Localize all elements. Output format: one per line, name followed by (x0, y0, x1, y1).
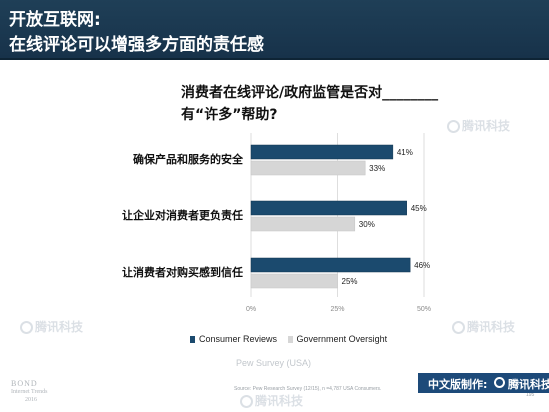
watermark-text: 腾讯科技 (255, 394, 304, 408)
question-line-1: 消费者在线评论/政府监管是否对________ (181, 85, 439, 101)
page-title: 开放互联网: (9, 10, 101, 30)
legend-label-consumer: Consumer Reviews (199, 334, 278, 344)
value-label: 41% (397, 148, 413, 157)
question-line-2: 有“许多”帮助? (181, 107, 278, 123)
bar-government-oversight (250, 216, 356, 232)
chart-bars (250, 144, 411, 289)
value-label: 33% (369, 164, 385, 173)
bond-logo-year: 2016 (25, 397, 37, 403)
legend-swatch-government (287, 336, 293, 343)
category-label: 让企业对消费者更负责任 (122, 208, 243, 222)
bar-government-oversight (250, 160, 366, 176)
bar-government-oversight (250, 273, 338, 289)
bar-consumer-reviews (250, 257, 411, 273)
x-tick-label: 25% (330, 306, 344, 313)
category-label: 让消费者对购买感到信任 (122, 265, 243, 279)
watermark: 腾讯科技 (452, 318, 515, 335)
watermark-logo-icon (240, 395, 253, 408)
tencent-logo-icon (494, 377, 505, 388)
brand-label: 中文版制作: (428, 378, 488, 391)
watermark: 腾讯科技 (447, 117, 510, 134)
legend-label-government: Government Oversight (296, 334, 388, 344)
watermark-text: 腾讯科技 (467, 320, 516, 334)
bond-logo: BOND Internet Trends 2016 (11, 380, 48, 404)
brand-name: 腾讯科技 (508, 378, 549, 391)
category-label: 确保产品和服务的安全 (133, 152, 244, 166)
page-number: 195 (526, 392, 535, 398)
legend-item-consumer-reviews: Consumer Reviews (190, 334, 277, 344)
value-label: 25% (342, 277, 358, 286)
header-banner: 开放互联网: 在线评论可以增强多方面的责任感 (0, 0, 549, 60)
x-tick-labels: 0% 25% 50% (246, 306, 431, 313)
watermark-logo-icon (20, 321, 33, 334)
watermark-logo-icon (452, 321, 465, 334)
x-tick-label: 50% (417, 306, 431, 313)
watermark-logo-icon (447, 120, 460, 133)
watermark: 腾讯科技 (240, 392, 303, 409)
bond-logo-subtitle: Internet Trends (11, 389, 48, 395)
survey-source: Pew Survey (USA) (236, 358, 312, 368)
page-subtitle: 在线评论可以增强多方面的责任感 (9, 35, 264, 55)
x-tick-label: 0% (246, 306, 256, 313)
value-label: 45% (411, 204, 427, 213)
legend-item-government-oversight: Government Oversight (287, 334, 388, 344)
bond-logo-title: BOND (11, 379, 38, 388)
source-note: Source: Pew Research Survey (12/15), n =… (234, 386, 382, 392)
watermark-text: 腾讯科技 (462, 119, 511, 133)
value-label: 46% (414, 261, 430, 270)
value-label: 30% (359, 220, 375, 229)
bar-consumer-reviews (250, 144, 394, 160)
value-labels: 41% 33% 45% 30% 46% 25% (342, 148, 431, 286)
legend-swatch-consumer (190, 336, 195, 343)
bar-consumer-reviews (250, 200, 407, 216)
brand-bar: 中文版制作: 腾讯科技 (418, 373, 549, 393)
watermark: 腾讯科技 (20, 318, 83, 335)
watermark-text: 腾讯科技 (35, 320, 84, 334)
chart-legend: Consumer Reviews Government Oversight (190, 334, 395, 344)
